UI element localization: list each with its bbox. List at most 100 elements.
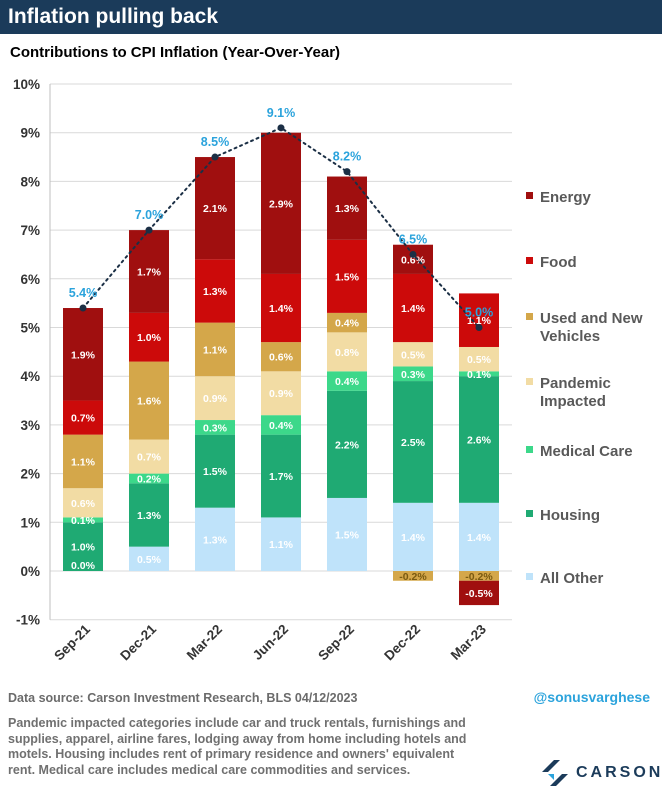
bar-segment: [327, 239, 367, 313]
bar-segment: [63, 522, 103, 571]
x-tick-label: Jun-22: [250, 622, 291, 663]
bar-value-label: 2.2%: [335, 439, 360, 451]
bar-segment: [129, 230, 169, 313]
y-tick-label: 7%: [20, 223, 40, 238]
total-label: 5.0%: [465, 306, 494, 320]
legend-label: Vehicles: [540, 328, 600, 345]
bar-segment: [63, 517, 103, 523]
bar-segment: [261, 517, 301, 571]
x-axis: Sep-21 Dec-21 Mar-22 Jun-22 Sep-22 Dec-22 Mar-…: [51, 621, 489, 663]
bar-value-label: 1.0%: [71, 542, 96, 554]
total-point: [475, 324, 483, 331]
bar-value-label: 2.5%: [401, 437, 426, 449]
bar-segment: [261, 273, 301, 343]
total-label: 5.4%: [69, 286, 98, 300]
bar-segment: [393, 571, 433, 581]
bar-value-label: 0.3%: [401, 369, 426, 381]
bar-value-label: 2.6%: [467, 435, 492, 447]
bar-segment: [261, 132, 301, 274]
y-tick-label: 10%: [13, 77, 40, 92]
bar-segment: [459, 376, 499, 503]
bar-segment: [327, 390, 367, 498]
bar-value-label: 1.4%: [401, 532, 426, 544]
legend-swatch: [526, 378, 533, 385]
bar-segment: [327, 371, 367, 391]
bar-segment: [459, 371, 499, 377]
bar-value-label: 1.1%: [269, 539, 294, 551]
bar-value-label: 0.6%: [269, 352, 294, 364]
bar-segment: [129, 546, 169, 571]
bar-segment: [129, 361, 169, 440]
y-tick-label: -1%: [16, 613, 40, 628]
bar-value-label: 0.4%: [335, 318, 360, 330]
total-point: [409, 250, 417, 258]
bar-segment: [129, 312, 169, 362]
total-line: 5.4% 7.0% 8.5% 9.1% 8.2% 6.5% 5.0%: [69, 106, 494, 331]
legend-swatch: [526, 446, 533, 453]
bar-value-label: 1.6%: [137, 396, 162, 408]
author-handle: @sonusvarghese: [533, 689, 650, 705]
bars: [63, 132, 499, 606]
y-tick-label: 1%: [20, 515, 40, 530]
total-label: 8.2%: [333, 150, 362, 164]
bar-segment: [195, 434, 235, 508]
total-point: [277, 124, 285, 132]
bar-value-label: 0.0%: [71, 560, 96, 572]
bar-value-label: 1.0%: [137, 332, 162, 344]
bar-segment: [393, 381, 433, 503]
bar-value-label: 1.3%: [335, 203, 360, 215]
bar-segment: [261, 434, 301, 518]
bar-segment: [459, 502, 499, 571]
bar-segment: [393, 244, 433, 274]
bar-segment: [63, 488, 103, 518]
y-tick-label: 6%: [20, 272, 40, 287]
bar-value-label: 1.7%: [269, 471, 294, 483]
bar-value-label: 2.1%: [203, 203, 228, 215]
bar-value-label: 1.5%: [335, 271, 360, 283]
y-tick-label: 9%: [20, 126, 40, 141]
carson-logo-icon: [542, 760, 568, 786]
legend-swatch: [526, 510, 533, 517]
bar-value-label: 0.5%: [401, 349, 426, 361]
y-tick-label: 2%: [20, 467, 40, 482]
bar-value-label: 0.4%: [335, 376, 360, 388]
bar-segment: [195, 507, 235, 571]
bar-value-label: 0.3%: [203, 422, 228, 434]
bar-segment: [129, 439, 169, 474]
bar-segment: [393, 273, 433, 343]
bar-value-label: 0.2%: [137, 473, 162, 485]
bar-segment: [195, 322, 235, 377]
legend-label: Pandemic: [540, 375, 611, 392]
total-label: 6.5%: [399, 232, 428, 246]
headline: Inflation pulling back: [0, 0, 662, 34]
footnote: Pandemic impacted categories include car…: [8, 716, 467, 777]
bar-value-label: 1.9%: [71, 349, 96, 361]
bar-segment: [129, 473, 169, 484]
y-tick-label: 4%: [20, 369, 40, 384]
bar-value-label: 1.3%: [203, 534, 228, 546]
x-tick-label: Dec-21: [117, 621, 159, 663]
legend-swatch: [526, 257, 533, 264]
bar-segment: [63, 400, 103, 435]
carson-logo-text: CARSON: [576, 764, 662, 781]
bar-segment: [327, 332, 367, 372]
carson-logo: CARSON: [540, 758, 660, 788]
bar-segment: [393, 366, 433, 382]
y-tick-label: 3%: [20, 418, 40, 433]
bar-value-label: 1.1%: [71, 456, 96, 468]
bar-labels: 1.0% 0.1% 0.6% 1.1% 0.7% 1.9% 0.5% 1.3% 0.2% 0.7%…: [71, 198, 493, 600]
bar-segment: [459, 346, 499, 372]
legend-label: Used and New: [540, 310, 643, 327]
bar-segment: [63, 434, 103, 489]
total-point: [145, 226, 153, 234]
legend-label: Energy: [540, 189, 592, 206]
bar-segment: [327, 312, 367, 333]
y-tick-label: 0%: [20, 564, 40, 579]
bar-segment: [459, 571, 499, 581]
data-source: Data source: Carson Investment Research,…: [8, 691, 358, 705]
bar-segment: [261, 371, 301, 416]
bar-value-label: 1.7%: [137, 266, 162, 278]
bar-value-label: 1.1%: [467, 315, 492, 327]
bar-value-label: -0.2%: [465, 571, 493, 583]
bar-value-label: 0.9%: [269, 388, 294, 400]
